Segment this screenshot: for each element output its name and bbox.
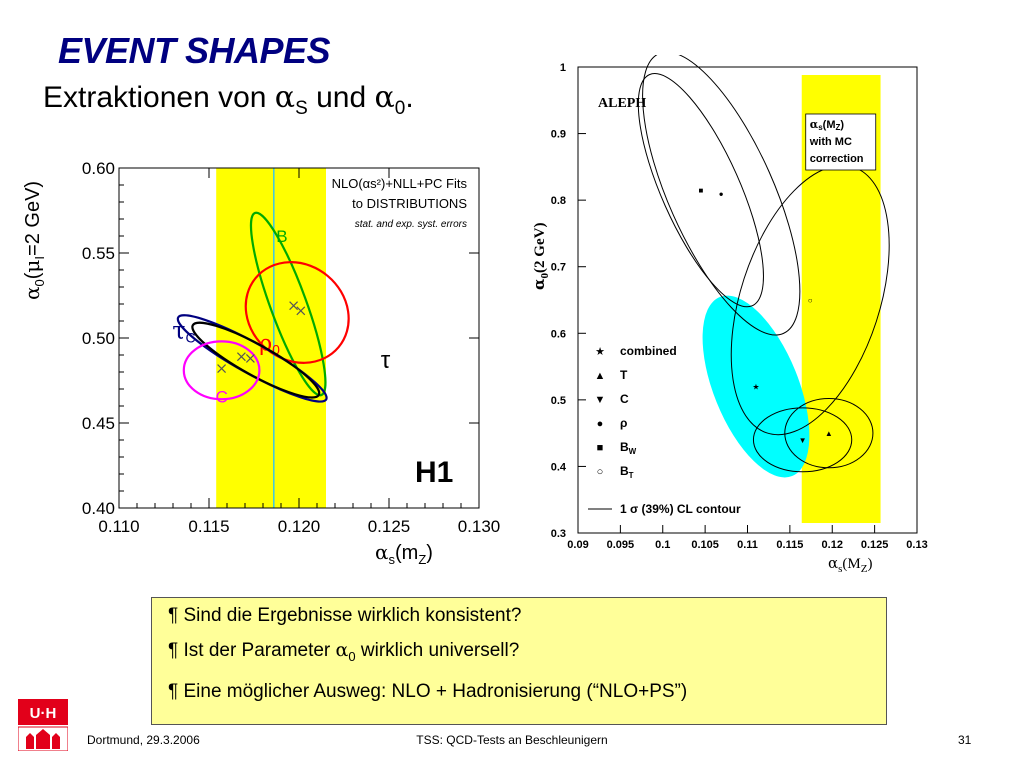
h1-series-label: τC (172, 316, 195, 345)
aleph-contour-BW (637, 73, 764, 308)
subtitle-text-mid: und (307, 81, 375, 114)
aleph-ylabel: α0(2 GeV) (530, 222, 551, 290)
aleph-band-label-line: with MC (809, 136, 852, 148)
aleph-chart: 0.09 0.095 0.1 0.105 0.11 0.115 0.12 0.125 0.13 0… (551, 55, 928, 551)
bullet-3: ¶ Eine möglicher Ausweg: NLO + Hadronisi… (168, 680, 688, 702)
aleph-band-label-line: αs(MZ) (810, 118, 845, 132)
aleph-band-label-line: correction (810, 153, 864, 165)
aleph-contour-T (784, 398, 874, 469)
h1-chart: 0.110 0.115 0.120 0.125 0.130 0.40 0.45 0.50 0.5… (82, 159, 501, 536)
h1-cross-marker (289, 301, 299, 311)
h1-contour-C (182, 340, 261, 401)
h1-annotation-line-3: stat. and exp. syst. errors (355, 219, 467, 230)
subscript-s: S (295, 98, 308, 119)
h1-series-label: B (276, 227, 287, 246)
footer-page-number: 31 (958, 733, 972, 747)
h1-contour-B (249, 211, 327, 397)
aleph-y-tick-label: 0.7 (551, 262, 566, 274)
aleph-contour-C (752, 407, 853, 473)
h1-series-label: τ (381, 347, 391, 374)
aleph-y-tick-label: 0.8 (551, 195, 566, 207)
h1-y-tick-label: 0.50 (82, 329, 115, 348)
h1-y-tick-label: 0.60 (82, 159, 115, 178)
aleph-y-tick-label: 0.6 (551, 328, 566, 340)
h1-ylabel: α0(μI=2 GeV) (20, 180, 47, 300)
aleph-x-tick-label: 0.09 (567, 539, 588, 551)
h1-contour-τ (191, 321, 321, 399)
aleph-marker-BT: ○ (808, 296, 813, 305)
aleph-x-tick-label: 0.125 (861, 539, 889, 551)
h1-y-tick-label: 0.40 (82, 499, 115, 518)
discussion-box: ¶ Sind die Ergebnisse wirklich konsisten… (151, 597, 887, 725)
aleph-marker-T: ▲ (825, 429, 833, 438)
alpha-symbol: α (274, 80, 296, 115)
aleph-y-tick-label: 0.9 (551, 129, 566, 141)
uhh-logo-icon: U·H (18, 699, 68, 751)
aleph-legend-symbol: ▼ (595, 394, 606, 406)
aleph-legend-label: ρ (620, 416, 627, 430)
footer-date: Dortmund, 29.3.2006 (87, 733, 200, 747)
h1-annotation-line-1: NLO(αs²)+NLL+PC Fits (332, 176, 468, 191)
subtitle-text-end: . (405, 81, 414, 114)
slide-title: EVENT SHAPES (58, 30, 331, 71)
aleph-marker-ρ: ● (719, 189, 724, 198)
aleph-legend-symbol: ★ (595, 346, 605, 358)
aleph-x-tick-label: 0.115 (776, 539, 803, 551)
h1-x-tick-label: 0.115 (188, 517, 229, 536)
aleph-y-tick-label: 0.5 (551, 395, 566, 407)
h1-annotation: NLO(αs²)+NLL+PC Fits to DISTRIBUTIONS st… (332, 176, 468, 230)
aleph-xlabel: αs(MZ) (828, 554, 873, 575)
aleph-x-tick-label: 0.13 (906, 539, 927, 551)
aleph-y-tick-label: 0.4 (551, 461, 567, 473)
h1-title: H1 (415, 456, 453, 489)
aleph-x-tick-label: 0.11 (737, 539, 758, 551)
aleph-band-label-box (805, 113, 877, 171)
h1-y-tick-label: 0.45 (82, 414, 115, 433)
subtitle-text-pre: Extraktionen von (43, 81, 275, 114)
h1-plot-frame (118, 167, 480, 509)
aleph-marker-BW: ■ (698, 186, 703, 195)
aleph-legend-label: combined (620, 344, 677, 358)
h1-xlabel: αs(mZ) (375, 540, 433, 567)
aleph-y-tick-label: 0.3 (551, 528, 566, 540)
h1-series-label: C (216, 387, 228, 406)
aleph-legend-symbol: ■ (597, 442, 604, 454)
bullet-1: ¶ Sind die Ergebnisse wirklich konsisten… (168, 605, 522, 626)
slide-subtitle: Extraktionen von αS und α0. (43, 80, 414, 120)
aleph-x-tick-label: 0.105 (691, 539, 719, 551)
aleph-legend-label: C (620, 392, 629, 406)
aleph-marker-combined: ★ (752, 383, 759, 392)
aleph-legend-symbol: ▲ (595, 370, 606, 382)
aleph-plot-frame (577, 66, 918, 534)
h1-cross-marker (245, 353, 255, 363)
aleph-legend-label: T (620, 368, 628, 382)
h1-y-tick-label: 0.55 (82, 244, 115, 263)
bullet-2: ¶ Ist der Parameter α0 wirklich universe… (168, 639, 520, 664)
aleph-contour-ρ (642, 55, 801, 336)
aleph-y-tick-label: 1 (560, 62, 566, 74)
h1-x-tick-label: 0.110 (98, 517, 139, 536)
h1-cross-marker (217, 364, 227, 374)
aleph-legend-symbol: ○ (597, 466, 604, 478)
h1-annotation-line-2: to DISTRIBUTIONS (352, 196, 467, 211)
aleph-x-tick-label: 0.095 (607, 539, 635, 551)
h1-cross-marker (296, 306, 306, 316)
h1-x-tick-label: 0.130 (458, 517, 501, 536)
aleph-marker-C: ▼ (799, 436, 807, 445)
aleph-contour-legend-label: 1 σ (39%) CL contour (620, 502, 741, 516)
aleph-title: ALEPH (598, 96, 646, 111)
subscript-0: 0 (394, 98, 406, 119)
aleph-x-tick-label: 0.12 (822, 539, 843, 551)
h1-x-tick-label: 0.120 (278, 517, 321, 536)
footer-title: TSS: QCD-Tests an Beschleunigern (416, 733, 608, 747)
aleph-legend-label: BW (620, 440, 637, 456)
svg-text:U·H: U·H (30, 705, 57, 722)
h1-cross-marker (236, 352, 246, 362)
aleph-x-tick-label: 0.1 (655, 539, 670, 551)
alpha-symbol-2: α (374, 80, 395, 115)
aleph-legend-symbol: ● (597, 418, 604, 430)
aleph-legend-label: BT (620, 464, 634, 480)
h1-x-tick-label: 0.125 (368, 517, 411, 536)
aleph-contour-combined (702, 295, 810, 478)
